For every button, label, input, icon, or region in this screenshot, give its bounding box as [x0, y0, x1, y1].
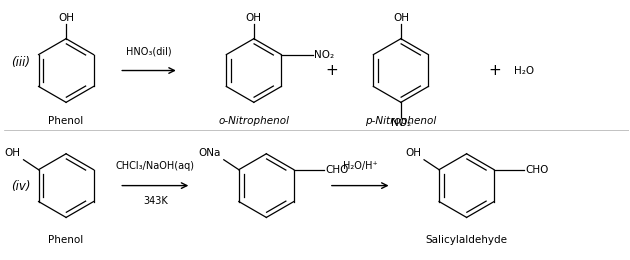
Text: +: +: [488, 63, 501, 78]
Text: ONa: ONa: [198, 148, 220, 158]
Text: H₂O: H₂O: [513, 66, 534, 75]
Text: OH: OH: [246, 13, 262, 23]
Text: CHCl₃/NaOH(aq): CHCl₃/NaOH(aq): [116, 161, 195, 171]
Text: (iii): (iii): [11, 56, 30, 69]
Text: CHO: CHO: [325, 165, 348, 175]
Text: 343K: 343K: [143, 196, 168, 206]
Text: OH: OH: [405, 148, 421, 158]
Text: OH: OH: [58, 13, 74, 23]
Text: NO₂: NO₂: [391, 118, 411, 128]
Text: H₂O/H⁺: H₂O/H⁺: [343, 161, 377, 171]
Text: Salicylaldehyde: Salicylaldehyde: [426, 235, 508, 245]
Text: p-Nitrophenol: p-Nitrophenol: [365, 116, 437, 126]
Text: o-Nitrophenol: o-Nitrophenol: [219, 116, 289, 126]
Text: OH: OH: [393, 13, 409, 23]
Text: CHO: CHO: [525, 165, 549, 175]
Text: Phenol: Phenol: [49, 116, 84, 126]
Text: (iv): (iv): [11, 180, 30, 193]
Text: +: +: [326, 63, 338, 78]
Text: NO₂: NO₂: [314, 50, 334, 60]
Text: Phenol: Phenol: [49, 235, 84, 245]
Text: OH: OH: [4, 148, 20, 158]
Text: HNO₃(dil): HNO₃(dil): [126, 46, 172, 56]
